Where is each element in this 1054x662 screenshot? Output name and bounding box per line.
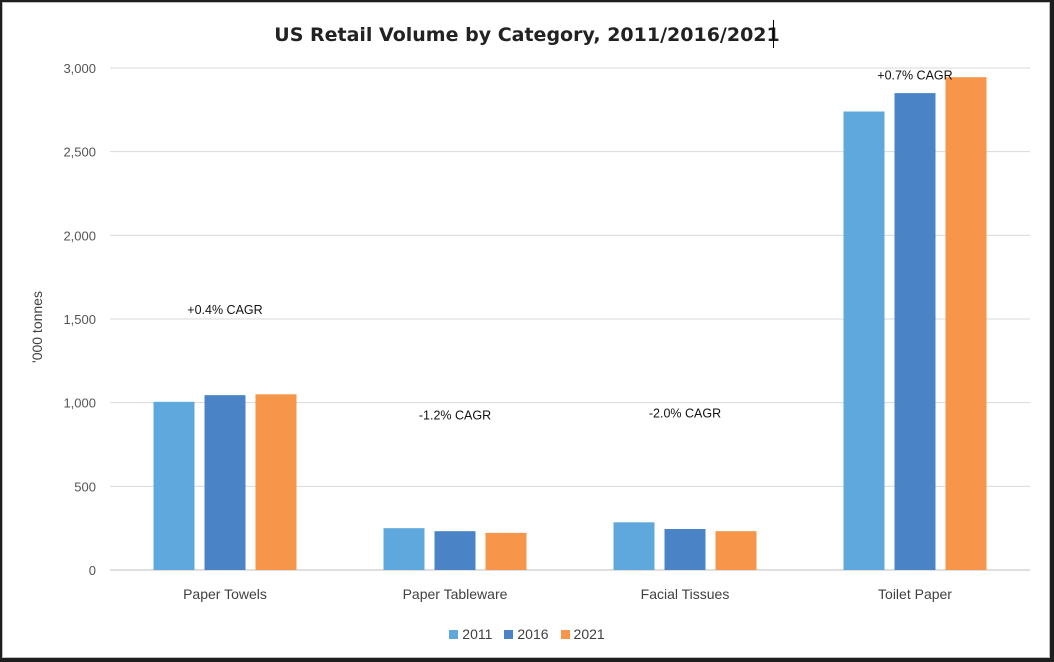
y-tick-label: 1,500 (63, 312, 96, 327)
category-label: Paper Towels (183, 586, 267, 602)
y-tick-label: 2,000 (63, 228, 96, 243)
cagr-annotations: +0.4% CAGR -1.2% CAGR -2.0% CAGR +0.7% CAGR (187, 69, 952, 423)
y-axis-ticks: 0 500 1,000 1,500 2,000 2,500 3,000 (63, 61, 96, 578)
legend-item: 2016 (504, 626, 549, 642)
cagr-annotation: -1.2% CAGR (419, 408, 491, 422)
category-label: Facial Tissues (641, 586, 730, 602)
bar-2021 (255, 394, 297, 570)
y-tick-label: 1,000 (63, 396, 96, 411)
bar-2016 (894, 93, 936, 570)
bar-2021 (715, 531, 757, 570)
category-labels: Paper Towels Paper Tableware Facial Tissue… (183, 586, 952, 602)
gridlines (110, 67, 1030, 571)
bar-2011 (383, 528, 425, 570)
cagr-annotation: -2.0% CAGR (649, 407, 721, 421)
y-tick-label: 500 (74, 479, 96, 494)
cagr-annotation: +0.7% CAGR (877, 69, 952, 83)
bars (153, 77, 987, 571)
category-label: Paper Tableware (403, 586, 508, 602)
text-cursor (773, 20, 774, 48)
legend-label: 2021 (573, 626, 605, 642)
bar-2011 (613, 522, 655, 570)
legend-swatch (504, 629, 514, 639)
y-tick-label: 2,500 (63, 145, 96, 160)
category-label: Toilet Paper (878, 586, 952, 602)
bar-2011 (843, 111, 885, 571)
chart-title: US Retail Volume by Category, 2011/2016/… (274, 24, 780, 46)
y-axis-label: '000 tonnes (29, 291, 45, 363)
bar-2021 (485, 532, 527, 570)
legend-item: 2011 (449, 626, 492, 642)
bar-2016 (204, 395, 246, 570)
legend-label: 2016 (517, 626, 549, 642)
bar-2016 (434, 531, 476, 570)
bar-2021 (945, 77, 987, 570)
legend-item: 2021 (560, 626, 605, 642)
bar-2016 (664, 529, 706, 570)
cagr-annotation: +0.4% CAGR (187, 303, 262, 317)
legend-swatch (560, 629, 570, 639)
y-tick-label: 0 (89, 563, 96, 578)
legend: 2011 2016 2021 (0, 626, 1054, 642)
legend-label: 2011 (462, 626, 493, 642)
legend-swatch (449, 629, 459, 639)
bar-2011 (153, 401, 195, 570)
y-tick-label: 3,000 (63, 61, 96, 76)
